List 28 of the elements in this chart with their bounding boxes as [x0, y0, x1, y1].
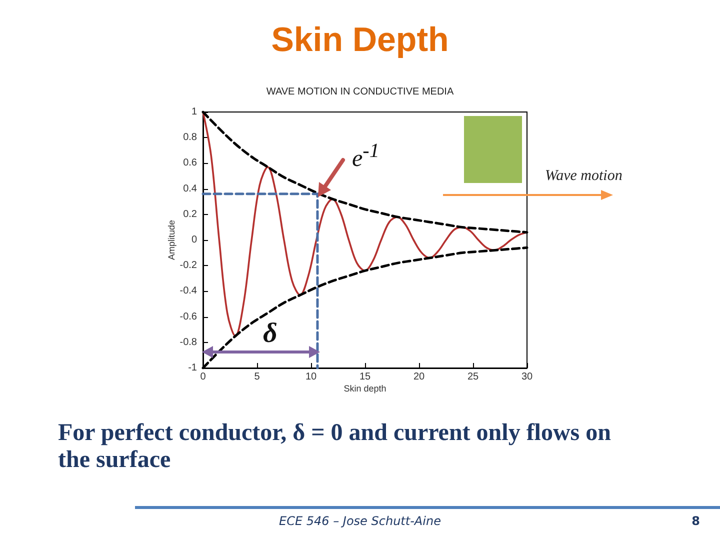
x-tick-label: 25 [467, 372, 479, 382]
y-tick-label: 0.6 [183, 158, 198, 169]
annotation: e$^{-1}$ [352, 140, 380, 173]
text: 8 [690, 514, 700, 528]
text: Wave motion [545, 168, 622, 185]
y-tick-label: -0.4 [180, 286, 198, 297]
x-tick-label: 30 [521, 372, 533, 382]
y-tick-label: -0.6 [180, 311, 198, 322]
chart-subtitle: WAVE MOTION IN CONDUCTIVE MEDIA [266, 86, 454, 98]
x-tick-label: 5 [254, 372, 260, 382]
text: For perfect conductor, δ = 0 and current only flows on the surface [58, 420, 612, 474]
y-axis-title: Amplitude [166, 220, 176, 260]
y-tick-label: 0.2 [183, 208, 198, 220]
y-tick-label: 1 [191, 106, 198, 118]
y-tick-label: 0.4 [183, 183, 198, 194]
x-axis-title: Skin depth [344, 384, 386, 394]
x-tick-label: 10 [305, 372, 317, 382]
y-tick-label: -1 [188, 362, 198, 374]
x-tick-label: 15 [359, 372, 371, 382]
x-tick-label: 20 [413, 372, 425, 382]
y-tick-label: -0.2 [180, 260, 198, 272]
y-tick-label: -0.8 [180, 336, 198, 348]
y-tick-label: 0 [191, 234, 198, 246]
chart-title: Skin Depth [271, 21, 449, 59]
x-tick-label: 0 [200, 372, 206, 382]
annotation: δ [263, 318, 278, 350]
text: ECE 546 – Jose Schutt-Aine [278, 514, 442, 528]
y-tick-label: 0.8 [183, 132, 198, 144]
